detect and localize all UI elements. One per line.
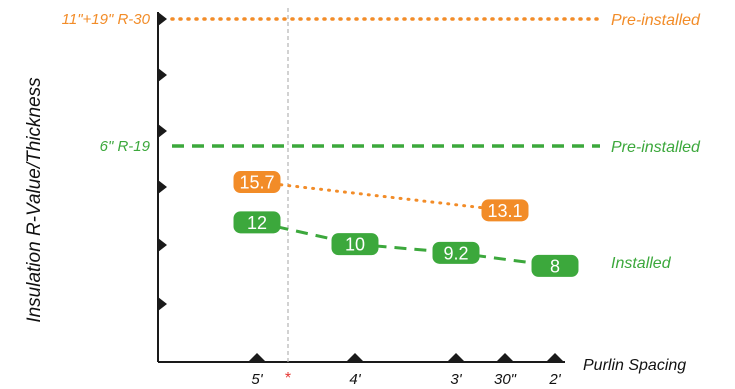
reference-label-0: 11"+19" R-30: [62, 11, 151, 28]
x-marker-asterisk: *: [285, 370, 291, 387]
data-point-0-0: [233, 171, 281, 193]
data-label-1-0: 12: [247, 213, 267, 233]
y-tick-marker-3: [158, 180, 167, 194]
series-line-1: [256, 220, 556, 268]
y-tick-marker-2: [158, 124, 167, 138]
x-tick-label-0: 5': [251, 371, 263, 388]
series-name-1: Installed: [611, 255, 672, 272]
data-point-1-3: [531, 254, 579, 277]
data-point-1-0: [233, 211, 281, 234]
data-point-1-2: [432, 241, 480, 264]
series-line-0: [255, 180, 507, 212]
reference-status-0: Pre-installed: [611, 12, 701, 29]
data-label-0-0: 15.7: [239, 173, 274, 193]
x-tick-label-2: 3': [450, 371, 462, 388]
data-label-1-1: 10: [345, 235, 365, 255]
x-tick-marker-1: [346, 353, 364, 362]
y-tick-marker-1: [158, 68, 167, 82]
data-label-1-2: 9.2: [443, 243, 468, 263]
x-tick-label-3: 30": [494, 371, 517, 388]
data-label-1-3: 8: [550, 256, 560, 276]
x-tick-label-4: 2': [548, 371, 561, 388]
x-tick-marker-0: [248, 353, 266, 362]
x-tick-marker-4: [546, 353, 564, 362]
x-tick-label-1: 4': [349, 371, 361, 388]
y-axis-title: Insulation R-Value/Thickness: [24, 77, 45, 323]
x-tick-marker-3: [496, 353, 514, 362]
x-tick-marker-2: [447, 353, 465, 362]
data-label-0-1: 13.1: [487, 201, 522, 221]
y-tick-marker-0: [158, 12, 167, 26]
y-tick-marker-5: [158, 297, 167, 311]
data-point-1-1: [331, 233, 379, 256]
y-tick-marker-4: [158, 238, 167, 252]
x-axis-title: Purlin Spacing: [583, 357, 686, 374]
data-point-0-1: [481, 199, 529, 222]
reference-status-1: Pre-installed: [611, 139, 701, 156]
reference-label-1: 6" R-19: [100, 138, 151, 155]
